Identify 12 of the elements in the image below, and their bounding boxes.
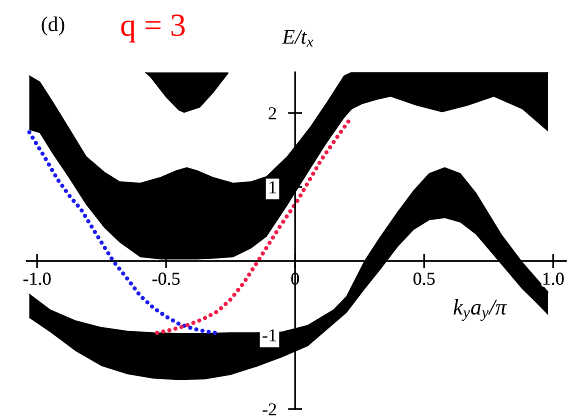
y-tick-label: -2 bbox=[262, 403, 276, 416]
chart-subtitle: q = 3 bbox=[121, 14, 185, 42]
x-tick-label: -0.5 bbox=[152, 272, 180, 285]
y-tick-label: 1 bbox=[270, 181, 276, 194]
x-tick-label: -1.0 bbox=[23, 272, 51, 285]
y-tick-label: 2 bbox=[268, 107, 276, 120]
x-tick-label: 1.0 bbox=[543, 272, 564, 285]
y-tick-label: -1 bbox=[262, 329, 276, 342]
y-axis-title: E/t$_{x}$ bbox=[282, 30, 314, 46]
x-axis-title: k$_{y}$a$_{y}$/π bbox=[454, 299, 507, 321]
chart-title: (d) bbox=[42, 16, 64, 36]
x-tick-label: 0.5 bbox=[414, 272, 435, 285]
